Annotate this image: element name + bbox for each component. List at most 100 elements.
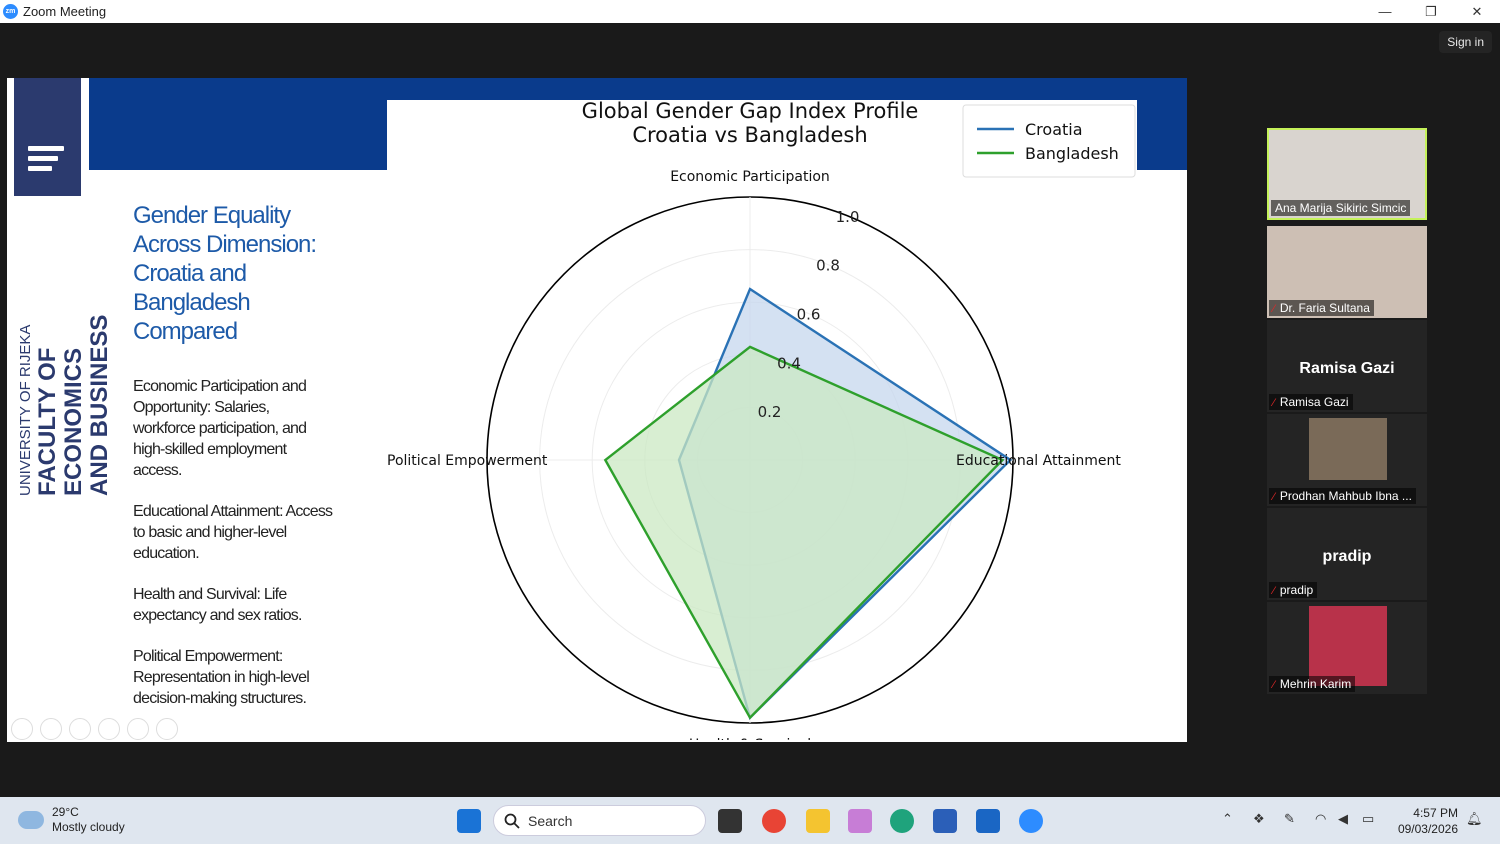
logo-mark-icon	[28, 146, 66, 186]
participant-name: pradip	[1279, 583, 1314, 597]
clock-date: 09/03/2026	[1397, 822, 1458, 836]
participant-panel[interactable]: Ana Marija Sikiric Simcic	[1267, 128, 1427, 220]
participant-video	[1309, 418, 1387, 480]
participant-panel[interactable]: ⁄ Prodhan Mahbub Ibna ...	[1267, 414, 1427, 506]
zoom-icon[interactable]	[127, 718, 149, 740]
sign-in-button[interactable]: Sign in	[1439, 31, 1492, 53]
word-icon[interactable]	[933, 809, 957, 833]
participant-name: Ramisa Gazi	[1279, 395, 1349, 409]
participant-panel[interactable]: ⁄ Dr. Faria Sultana	[1267, 226, 1427, 318]
participant-display-name: Ramisa Gazi	[1299, 360, 1395, 377]
series-bangladesh-polygon	[603, 345, 1005, 720]
faculty-name-line1: FACULTY OF ECONOMICS	[34, 347, 87, 496]
slide-heading: Gender Equality Across Dimension: Croati…	[133, 202, 317, 345]
participant-name: Ana Marija Sikiric Simcic	[1275, 201, 1407, 215]
axis-label: Political Empowerment	[387, 453, 548, 469]
university-name: UNIVERSITY OF RIJEKA	[17, 324, 34, 496]
window-title: Zoom Meeting	[23, 4, 107, 19]
window-controls: — ❐ ✕	[1362, 0, 1500, 23]
participant-panel[interactable]: Ramisa Gazi ⁄ Ramisa Gazi	[1267, 320, 1427, 412]
radial-tick-label: 1.0	[836, 208, 860, 226]
participant-panel[interactable]: pradip ⁄ pradip	[1267, 508, 1427, 600]
outlook-icon[interactable]	[976, 809, 1000, 833]
faculty-name-line2: AND BUSINESS	[86, 314, 113, 496]
chart-title-line2: Croatia vs Bangladesh	[632, 123, 867, 147]
participant-panel[interactable]: ⁄ Mehrin Karim	[1267, 602, 1427, 694]
radar-chart-area: 0.2 0.4 0.6 0.8 1.0 Economic Participation Edu…	[387, 99, 1137, 742]
search-placeholder: Search	[528, 812, 573, 829]
legend-label: Croatia	[1025, 120, 1083, 139]
meeting-area: Sign in UNIVERSITY OF RIJEKA FACULTY OF …	[0, 23, 1500, 797]
weather-widget[interactable]: 29°C Mostly cloudy	[18, 805, 125, 835]
chrome-icon[interactable]	[762, 809, 786, 833]
participant-name: Mehrin Karim	[1279, 677, 1352, 691]
window-titlebar: zm Zoom Meeting — ❐ ✕	[0, 0, 1500, 23]
shared-slide: UNIVERSITY OF RIJEKA FACULTY OF ECONOMIC…	[7, 78, 1187, 742]
legend-label: Bangladesh	[1025, 144, 1119, 163]
participant-name: Dr. Faria Sultana	[1279, 301, 1370, 315]
prev-slide-icon[interactable]	[11, 718, 33, 740]
paragraph-health: Health and Survival: Life expectancy and…	[133, 586, 302, 624]
participant-display-name: pradip	[1322, 548, 1372, 565]
volume-icon[interactable]: ◀	[1338, 811, 1348, 826]
edge-icon[interactable]	[890, 809, 914, 833]
restore-button[interactable]: ❐	[1425, 3, 1437, 19]
search-icon	[504, 813, 520, 829]
minimize-button[interactable]: —	[1378, 4, 1392, 19]
university-logo	[14, 78, 81, 196]
task-view-icon[interactable]	[718, 809, 742, 833]
mic-muted-icon: ⁄	[1273, 585, 1275, 597]
participant-name-tag: ⁄ Prodhan Mahbub Ibna ...	[1269, 488, 1416, 504]
paragraph-political: Political Empowerment: Representation in…	[133, 648, 310, 707]
participant-name-tag: ⁄ Dr. Faria Sultana	[1269, 300, 1374, 316]
file-explorer-icon[interactable]	[806, 809, 830, 833]
participant-name-tag: ⁄ pradip	[1269, 582, 1318, 598]
legend-box	[962, 104, 1136, 178]
axis-label: Educational Attainment	[956, 453, 1121, 469]
chart-title-line1: Global Gender Gap Index Profile	[582, 100, 919, 123]
slides-icon[interactable]	[98, 718, 120, 740]
tray-chevron-icon[interactable]: ⌃	[1222, 811, 1233, 826]
zoom-taskbar-icon[interactable]	[1019, 809, 1043, 833]
clock-time: 4:57 PM	[1413, 806, 1458, 820]
axis-label: Economic Participation	[670, 169, 830, 185]
participant-name: Prodhan Mahbub Ibna ...	[1279, 489, 1412, 503]
radar-chart: 0.2 0.4 0.6 0.8 1.0 Economic Participation Edu…	[387, 99, 1136, 742]
mic-muted-icon: ⁄	[1273, 303, 1275, 315]
participant-name-tag: ⁄ Mehrin Karim	[1269, 676, 1356, 692]
axis-label: Health & Survival	[689, 737, 811, 740]
dropbox-icon[interactable]: ❖	[1253, 811, 1265, 826]
radial-tick-label: 0.2	[758, 403, 782, 421]
radial-tick-label: 0.6	[797, 305, 821, 323]
slide-toolbar	[11, 718, 185, 740]
battery-icon[interactable]: ▭	[1362, 811, 1375, 826]
weather-description: Mostly cloudy	[52, 820, 125, 834]
faculty-name-vertical: UNIVERSITY OF RIJEKA FACULTY OF ECONOMIC…	[17, 216, 113, 496]
next-slide-icon[interactable]	[40, 718, 62, 740]
weather-temperature: 29°C	[52, 805, 79, 819]
copilot-icon[interactable]	[848, 809, 872, 833]
system-clock[interactable]: 4:57 PM 09/03/2026	[1398, 805, 1458, 837]
radial-tick-label: 0.4	[777, 354, 801, 372]
slide-body: Economic Participation and Opportunity: …	[133, 376, 333, 729]
mic-muted-icon: ⁄	[1273, 397, 1275, 409]
participant-video	[1309, 606, 1387, 686]
participant-name-tag: Ana Marija Sikiric Simcic	[1271, 200, 1411, 216]
notification-bell-icon[interactable]: 🔔︎	[1466, 811, 1483, 826]
windows-start-icon[interactable]	[457, 809, 481, 833]
mic-muted-icon: ⁄	[1273, 679, 1275, 691]
cloud-icon	[18, 811, 44, 829]
close-button[interactable]: ✕	[1471, 3, 1483, 19]
windows-taskbar: 29°C Mostly cloudy Search ⌃ ❖ ✎ ◠ ◀ ▭ 4:…	[0, 797, 1500, 844]
radial-tick-label: 0.8	[816, 257, 840, 275]
participant-name-tag: ⁄ Ramisa Gazi	[1269, 394, 1353, 410]
pen-icon[interactable]	[69, 718, 91, 740]
paragraph-education: Educational Attainment: Access to basic …	[133, 503, 333, 562]
zoom-app-icon: zm	[3, 4, 18, 19]
mic-muted-icon: ⁄	[1273, 491, 1275, 503]
wifi-icon[interactable]: ◠	[1315, 811, 1327, 826]
language-icon[interactable]: ✎	[1284, 811, 1295, 826]
more-icon[interactable]	[156, 718, 178, 740]
taskbar-search[interactable]: Search	[493, 805, 706, 836]
paragraph-economic: Economic Participation and Opportunity: …	[133, 378, 307, 479]
